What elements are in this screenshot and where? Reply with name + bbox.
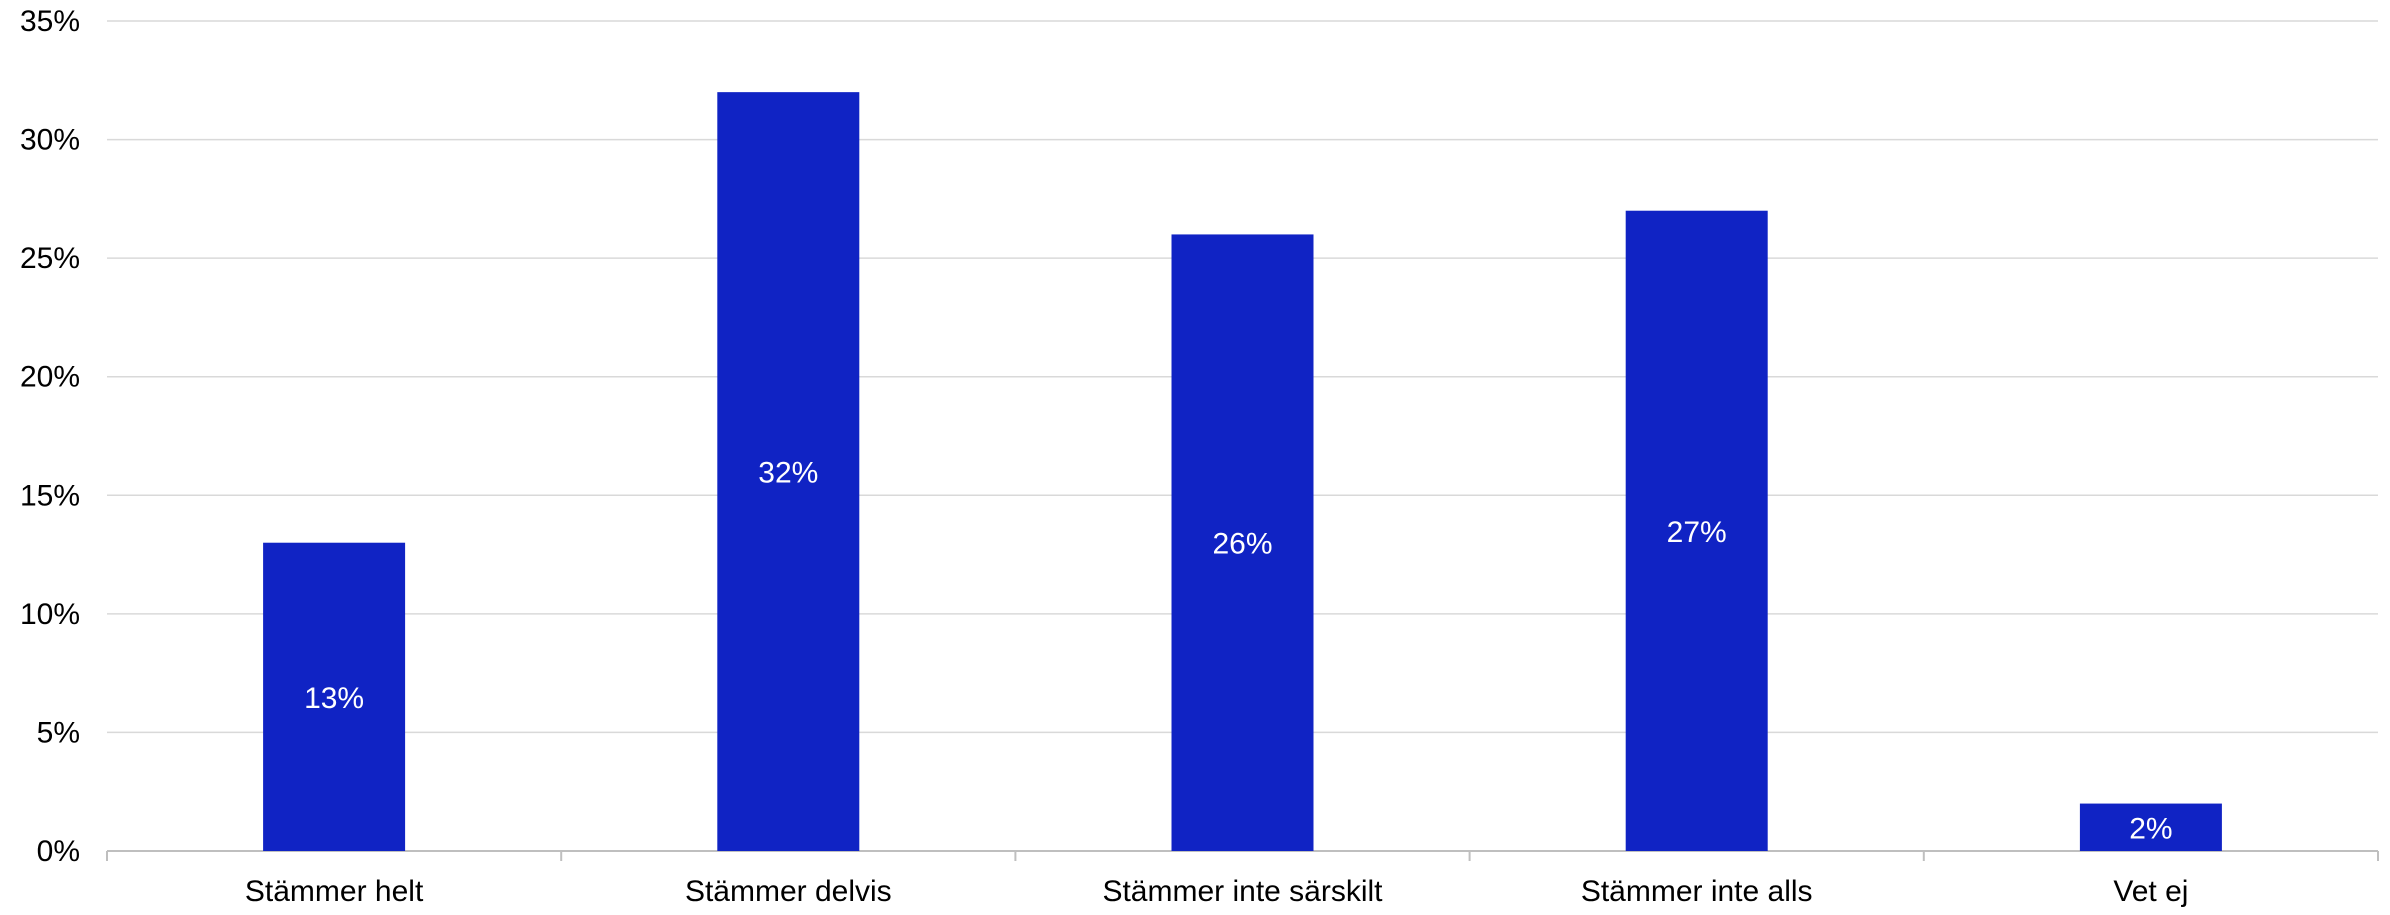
bars [263, 92, 2222, 851]
bar [1625, 210, 1768, 851]
data-label: 26% [1212, 528, 1272, 561]
x-axis-tick-labels: Stämmer helt Stämmer delvis Stämmer inte s… [245, 875, 2189, 908]
y-tick-label: 0% [37, 835, 80, 868]
y-tick-label: 25% [20, 242, 80, 275]
x-axis [106, 850, 2379, 861]
x-tick-label: Stämmer inte särskilt [1102, 875, 1383, 908]
x-tick-label: Stämmer delvis [685, 875, 892, 908]
x-tick-label: Vet ej [2113, 875, 2188, 908]
bar [263, 542, 406, 851]
x-tick-label: Stämmer inte alls [1581, 875, 1813, 908]
bar [2079, 803, 2222, 851]
data-label: 13% [304, 682, 364, 715]
data-labels: 13% 32% 26% 27% 2% [304, 457, 2173, 846]
data-label: 2% [2129, 812, 2172, 845]
y-tick-label: 10% [20, 598, 80, 631]
y-tick-label: 30% [20, 124, 80, 157]
y-tick-label: 35% [20, 5, 80, 38]
x-tick-label: Stämmer helt [245, 875, 424, 908]
bar [717, 92, 860, 851]
y-tick-label: 5% [37, 716, 80, 749]
y-tick-label: 15% [20, 479, 80, 512]
bar [1171, 234, 1314, 851]
y-axis-tick-labels: 0% 5% 10% 15% 20% 25% 30% 35% [20, 5, 80, 868]
data-label: 27% [1667, 516, 1727, 549]
data-label: 32% [758, 457, 818, 490]
y-tick-label: 20% [20, 361, 80, 394]
